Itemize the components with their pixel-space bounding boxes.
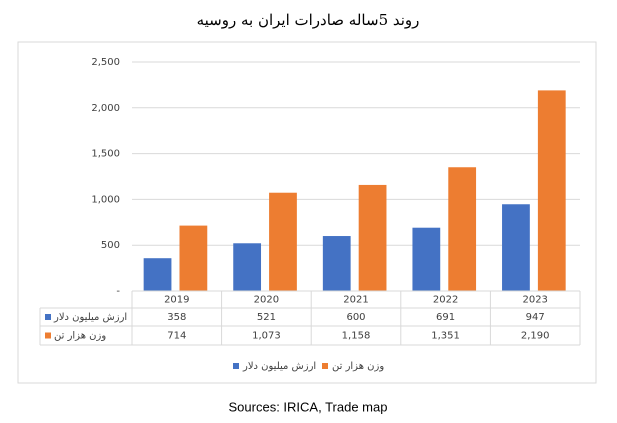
chart-title: روند 5ساله صادرات ایران به روسیه [197, 11, 420, 29]
table-cell: 521 [257, 312, 276, 323]
table-cell: 691 [436, 312, 455, 323]
x-tick-label: 2022 [433, 295, 458, 306]
legend-label: وزن هزار تن [332, 361, 384, 372]
table-cell: 1,073 [252, 331, 281, 342]
table-row-label: ارزش میلیون دلار [53, 312, 127, 323]
bar [269, 192, 297, 291]
bar [537, 90, 566, 291]
x-tick-label: 2020 [254, 295, 279, 306]
table-cell: 600 [346, 312, 365, 323]
y-tick-label: - [116, 286, 120, 297]
bar [358, 184, 387, 291]
legend-key [322, 363, 328, 369]
table-cell: 1,351 [431, 331, 460, 342]
bar [502, 204, 530, 291]
table-legend-key [45, 332, 51, 339]
table-cell: 358 [167, 312, 186, 323]
x-tick-label: 2021 [343, 295, 368, 306]
bar [448, 167, 477, 291]
y-tick-label: 500 [101, 240, 120, 251]
x-tick-label: 2019 [164, 295, 189, 306]
table-cell: 1,158 [342, 331, 371, 342]
y-tick-label: 2,500 [91, 57, 120, 68]
bar [322, 236, 351, 291]
table-cell: 714 [167, 331, 186, 342]
table-cell: 947 [526, 312, 545, 323]
table-row-label: وزن هزار تن [54, 331, 106, 342]
source: Sources: IRICA, Trade map [229, 399, 388, 414]
bar [143, 258, 172, 291]
table-cell: 2,190 [521, 331, 550, 342]
y-tick-label: 2,000 [91, 103, 120, 114]
legend-label: ارزش میلیون دلار [242, 361, 316, 372]
bar [179, 225, 208, 291]
bar [412, 227, 441, 291]
y-tick-label: 1,000 [91, 194, 120, 205]
chart-frame [17, 41, 597, 384]
y-tick-label: 1,500 [91, 149, 120, 160]
table-legend-key [45, 314, 51, 320]
legend-key [233, 363, 239, 369]
x-tick-label: 2023 [522, 295, 547, 306]
bar [233, 243, 262, 291]
